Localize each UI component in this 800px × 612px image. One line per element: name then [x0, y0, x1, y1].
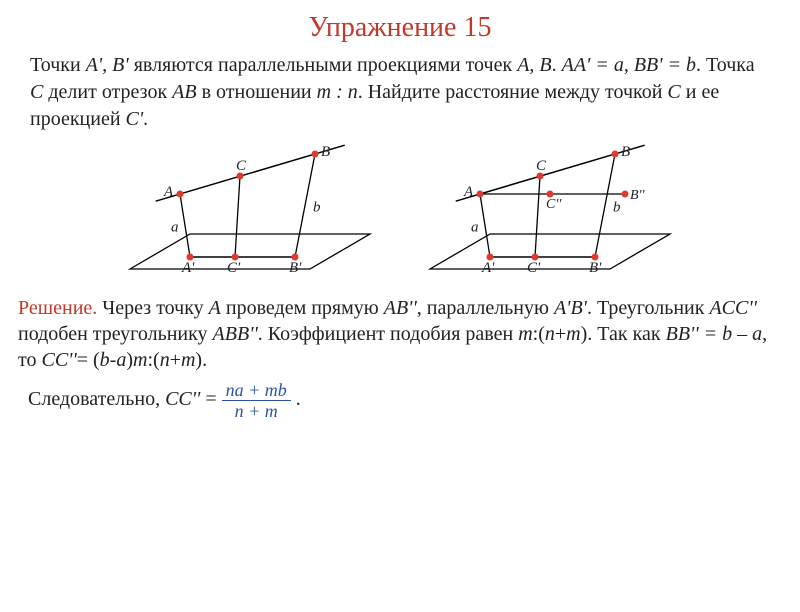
svg-text:A': A' [481, 260, 495, 276]
svg-text:A: A [163, 184, 174, 200]
fraction-denominator: n + m [222, 401, 291, 420]
svg-text:C: C [536, 158, 547, 174]
diagram-left: A C B A' C' B' a b [120, 139, 380, 289]
svg-text:C': C' [527, 260, 541, 276]
svg-text:B'': B'' [630, 188, 646, 203]
svg-text:B': B' [589, 260, 602, 276]
final-line: Следовательно, CC'' = na + mb n + m . [28, 381, 782, 420]
svg-text:b: b [313, 200, 321, 216]
svg-text:B: B [321, 144, 330, 160]
solution-text: Решение. Через точку A проведем прямую A… [18, 295, 782, 373]
exercise-title: Упражнение 15 [0, 12, 800, 44]
figures-row: A C B A' C' B' a b C'' B'' A C B A' C' B' a b [0, 139, 800, 289]
svg-text:a: a [171, 220, 179, 236]
svg-text:C'': C'' [546, 197, 562, 212]
final-period: . [296, 388, 301, 410]
svg-text:b: b [613, 200, 621, 216]
svg-text:A': A' [181, 260, 195, 276]
fraction: na + mb n + m [222, 381, 291, 420]
fraction-numerator: na + mb [222, 381, 291, 401]
svg-text:C: C [236, 158, 247, 174]
svg-text:B': B' [289, 260, 302, 276]
problem-text: Точки A', B' являются параллельными прое… [30, 52, 770, 133]
final-prefix: Следовательно, CC'' = [28, 388, 217, 410]
diagram-right: C'' B'' A C B A' C' B' a b [420, 139, 680, 289]
svg-text:a: a [471, 220, 479, 236]
svg-text:B: B [621, 144, 630, 160]
svg-text:C': C' [227, 260, 241, 276]
svg-text:A: A [463, 184, 474, 200]
